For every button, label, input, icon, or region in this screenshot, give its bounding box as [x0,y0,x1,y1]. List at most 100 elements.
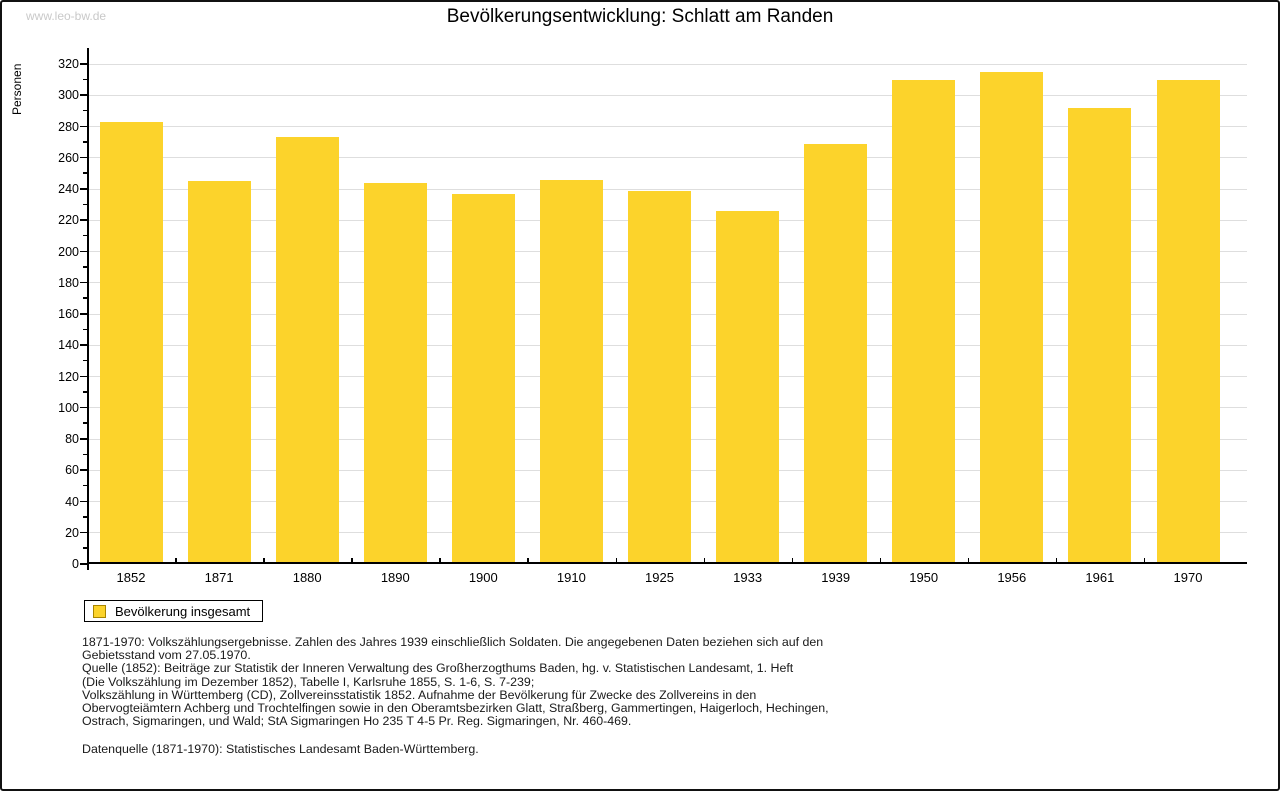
bar [363,182,427,565]
gridline [87,157,1247,159]
x-axis-boundary-tick [879,558,882,564]
footnotes-block: 1871-1970: Volkszählungsergebnisse. Zahl… [82,635,912,729]
datasource-note: Datenquelle (1871-1970): Statistisches L… [82,742,479,756]
y-axis-tick-major [80,469,87,471]
y-axis-tick-major [80,125,87,128]
y-axis-tick-minor [83,516,87,518]
x-axis-tick-label: 1871 [204,570,234,585]
gridline [87,94,1247,96]
bar [804,143,868,564]
x-axis-boundary-tick [791,558,794,564]
x-axis-tick-label: 1852 [116,570,146,585]
x-axis-boundary-tick [615,558,617,564]
gridline [87,126,1247,127]
y-axis-tick-major [80,313,87,315]
x-axis-tick-label: 1900 [468,570,498,585]
y-axis-tick-minor [83,109,87,112]
y-axis-tick-minor [83,203,87,206]
y-axis-tick-major [80,438,87,440]
y-axis-tick-minor [83,359,87,362]
y-axis-title: Personen [10,63,24,115]
y-axis-tick-major [80,281,87,284]
y-axis-tick-label: 80 [65,432,79,446]
x-axis-boundary-tick [703,558,705,564]
y-axis-tick-major [80,156,87,159]
footnote-line: Quelle (1852): Beiträge zur Statistik de… [82,661,794,676]
x-axis-tick-label: 1939 [821,570,851,585]
y-axis-tick-label: 300 [58,88,79,103]
y-axis-tick-minor [83,172,87,174]
y-axis-tick-label: 100 [58,400,79,415]
y-axis-tick-label: 320 [58,57,79,71]
y-axis-tick-minor [83,266,87,268]
y-axis-tick-label: 60 [65,463,79,478]
footnote-line: Gebietsstand vom 27.05.1970. [82,648,251,663]
y-axis-tick-label: 260 [58,150,79,165]
x-axis-boundary-tick [263,558,265,564]
y-axis-tick-label: 220 [58,213,79,228]
x-axis-boundary-tick [1143,558,1146,564]
bar [628,190,691,564]
x-axis-tick-label: 1925 [645,570,674,585]
y-axis-tick-minor [83,78,87,81]
watermark: www.leo-bw.de [26,9,107,23]
y-axis-tick-label: 0 [72,557,79,571]
footnote-line: Volkszählung in Württemberg (CD), Zollve… [82,687,757,702]
footnote-line: 1871-1970: Volkszählungsergebnisse. Zahl… [82,635,824,649]
y-axis-tick-major [80,500,87,503]
footnote-line: Obervogteiämtern Achberg und Trochtelfin… [82,701,829,716]
plot-area: 0 20 40 60 80 100 120 140 160 180 200 220 240 260 280 3… [58,48,1247,585]
x-axis-boundary-tick [175,558,177,564]
y-axis-line [87,48,89,570]
page-title: Bevölkerungsentwicklung: Schlatt am Rand… [446,6,834,27]
x-axis-boundary-tick [439,558,441,564]
y-axis-tick-minor [83,484,87,487]
y-axis-tick-label: 200 [58,244,79,259]
bar [451,193,515,564]
y-axis-tick-major [80,406,87,409]
bar [275,137,339,564]
x-axis-tick-label: 1950 [909,570,939,585]
bar [187,181,251,564]
bar [716,210,780,564]
bar [1068,107,1132,565]
footnote-line: (Die Volkszählung im Dezember 1852), Tab… [82,674,535,689]
x-axis-tick-label: 1890 [380,570,410,585]
x-axis-tick-label: 1910 [556,570,586,585]
footnote-line: Ostrach, Sigmaringen, und Wald; StA Sigm… [82,714,632,729]
y-axis-tick-major [80,250,87,253]
legend-box: Bevölkerung insgesamt [84,600,264,622]
bar [1156,79,1220,564]
y-axis-tick-label: 120 [58,369,79,384]
y-axis-tick-label: 180 [58,275,79,290]
x-axis-tick-label: 1961 [1085,570,1115,585]
y-axis-tick-minor [83,422,87,424]
x-axis-tick-label: 1933 [733,570,763,585]
y-axis-tick-major [80,188,87,190]
y-axis-tick-label: 240 [58,182,79,196]
y-axis-tick-label: 280 [58,119,79,134]
y-axis-tick-label: 40 [65,494,79,509]
y-axis-tick-label: 140 [58,338,79,353]
bar [539,179,603,564]
y-axis-tick-minor [83,234,87,237]
y-axis-tick-major [80,531,87,534]
y-axis-tick-major [80,219,87,221]
x-axis-tick-label: 1880 [292,570,322,585]
y-axis-tick-major [80,63,87,65]
y-axis-tick-minor [83,547,87,549]
bar [980,71,1044,564]
y-axis-tick-major [80,563,87,565]
x-axis-boundary-tick [1055,558,1058,564]
x-axis-tick-label: 1970 [1173,570,1203,585]
y-axis-tick-major [80,375,87,378]
y-axis-tick-minor [83,453,87,456]
x-axis-line [87,562,1247,564]
x-axis-boundary-tick [527,558,529,564]
y-axis-tick-minor [83,328,87,331]
bar [892,79,956,564]
y-axis-tick-label: 20 [65,525,79,540]
bar [99,121,163,564]
y-axis-tick-major [80,94,87,96]
